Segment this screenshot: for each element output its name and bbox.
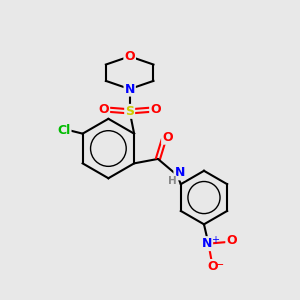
Text: H: H bbox=[167, 176, 176, 186]
Text: +: + bbox=[211, 235, 219, 245]
Text: Cl: Cl bbox=[57, 124, 70, 137]
Text: O: O bbox=[208, 260, 218, 273]
Text: O: O bbox=[150, 103, 161, 116]
Text: S: S bbox=[125, 105, 134, 118]
Text: O: O bbox=[226, 234, 237, 247]
Text: O: O bbox=[124, 50, 135, 63]
Text: −: − bbox=[215, 260, 224, 270]
Text: N: N bbox=[202, 237, 212, 250]
Text: N: N bbox=[174, 167, 185, 179]
Text: O: O bbox=[162, 131, 173, 144]
Text: N: N bbox=[124, 82, 135, 96]
Text: O: O bbox=[98, 103, 109, 116]
